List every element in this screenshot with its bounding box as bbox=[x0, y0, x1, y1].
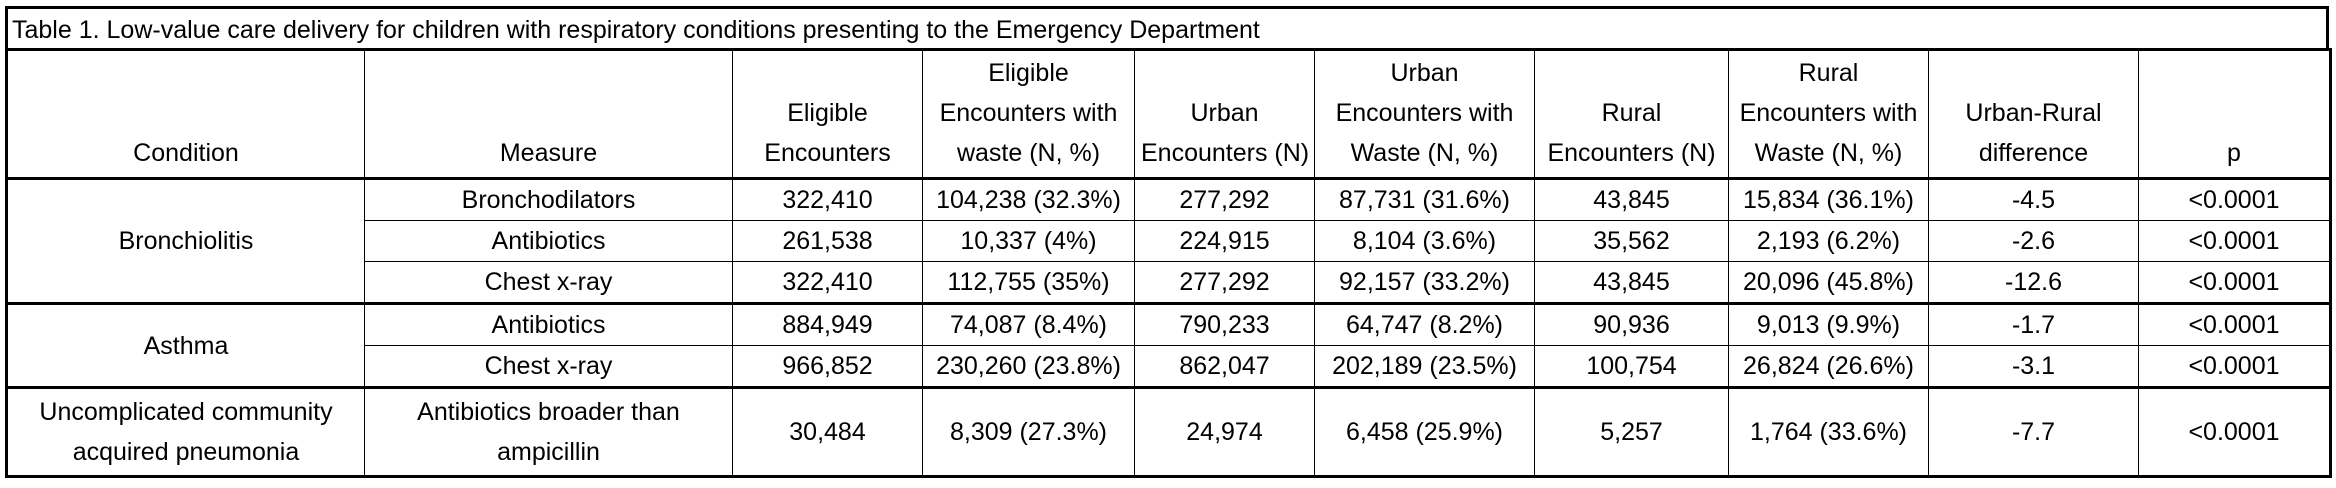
cell-eligible-waste: 10,337 (4%) bbox=[922, 220, 1135, 262]
cell-rural-waste: 9,013 (9.9%) bbox=[1728, 303, 1929, 346]
cell-urban: 862,047 bbox=[1134, 345, 1315, 389]
cell-diff: -4.5 bbox=[1928, 178, 2139, 221]
table-row: Chest x-ray 322,410 112,755 (35%) 277,292 92… bbox=[7, 261, 2331, 305]
header-line: p bbox=[2227, 139, 2241, 167]
header-line: Urban bbox=[1190, 99, 1259, 127]
cell-urban-waste: 6,458 (25.9%) bbox=[1314, 387, 1535, 478]
header-line: Rural bbox=[1601, 99, 1662, 127]
cell-eligible-waste: 104,238 (32.3%) bbox=[922, 178, 1135, 221]
table-body: Bronchiolitis Bronchodilators 322,410 104,2… bbox=[6, 178, 2331, 478]
measure-cell: Chest x-ray bbox=[364, 261, 733, 305]
header-line: Condition bbox=[133, 139, 239, 167]
cell-rural-waste: 15,834 (36.1%) bbox=[1728, 178, 1929, 221]
header-row: Condition Measure Eligible Encounters Eligib… bbox=[6, 49, 2331, 180]
header-eligible-waste: Eligible Encounters with waste (N, %) bbox=[922, 49, 1135, 180]
cell-rural-waste: 2,193 (6.2%) bbox=[1728, 220, 1929, 262]
header-rural-encounters: Rural Encounters (N) bbox=[1534, 49, 1729, 180]
condition-cell: Uncomplicated community acquired pneumon… bbox=[6, 387, 365, 478]
header-line: Eligible bbox=[787, 99, 868, 127]
table-row: Bronchiolitis Bronchodilators 322,410 104,2… bbox=[6, 178, 2331, 305]
cell-p: <0.0001 bbox=[2138, 261, 2331, 305]
header-line: Rural bbox=[1798, 59, 1859, 87]
cell-diff: -7.7 bbox=[1928, 387, 2139, 478]
header-rural-waste: Rural Encounters with Waste (N, %) bbox=[1728, 49, 1929, 180]
cell-rural: 43,845 bbox=[1534, 261, 1729, 305]
cell-p: <0.0001 bbox=[2138, 220, 2331, 262]
table-row: Chest x-ray 966,852 230,260 (23.8%) 862,047… bbox=[7, 345, 2331, 389]
table-row: Asthma Antibiotics 884,949 74,087 (8.4%) 790… bbox=[6, 303, 2331, 389]
cell-p: <0.0001 bbox=[2138, 345, 2331, 389]
cell-rural-waste: 20,096 (45.8%) bbox=[1728, 261, 1929, 305]
cell-urban: 790,233 bbox=[1134, 303, 1315, 346]
cell-diff: -12.6 bbox=[1928, 261, 2139, 305]
cell-p: <0.0001 bbox=[2138, 303, 2331, 346]
header-line: Encounters with bbox=[939, 99, 1118, 127]
measure-cell: Bronchodilators bbox=[364, 178, 733, 221]
header-line: Encounters (N) bbox=[1547, 139, 1716, 167]
cell-urban-waste: 202,189 (23.5%) bbox=[1314, 345, 1535, 389]
measure-cell: Chest x-ray bbox=[364, 345, 733, 389]
measure-cell: Antibiotics bbox=[364, 220, 733, 262]
cell-diff: -2.6 bbox=[1928, 220, 2139, 262]
cell-eligible: 322,410 bbox=[732, 261, 923, 305]
table-container: Table 1. Low-value care delivery for chi… bbox=[5, 6, 2332, 478]
cell-p: <0.0001 bbox=[2138, 178, 2331, 221]
table-caption: Table 1. Low-value care delivery for chi… bbox=[5, 6, 2329, 48]
cell-urban-waste: 87,731 (31.6%) bbox=[1314, 178, 1535, 221]
cell-urban-waste: 92,157 (33.2%) bbox=[1314, 261, 1535, 305]
cell-eligible: 261,538 bbox=[732, 220, 923, 262]
header-line: Encounters (N) bbox=[1141, 139, 1310, 167]
header-urban-waste: Urban Encounters with Waste (N, %) bbox=[1314, 49, 1535, 180]
header-line: Encounters with bbox=[1739, 99, 1918, 127]
header-line: Eligible bbox=[988, 59, 1069, 87]
header-line: difference bbox=[1978, 139, 2089, 167]
cell-diff: -1.7 bbox=[1928, 303, 2139, 346]
cell-diff: -3.1 bbox=[1928, 345, 2139, 389]
cell-rural: 35,562 bbox=[1534, 220, 1729, 262]
header-line: Measure bbox=[499, 139, 598, 167]
header-line: Encounters with bbox=[1335, 99, 1514, 127]
cell-eligible-waste: 230,260 (23.8%) bbox=[922, 345, 1135, 389]
cell-eligible-waste: 8,309 (27.3%) bbox=[922, 387, 1135, 478]
header-measure: Measure bbox=[364, 49, 733, 180]
cell-eligible-waste: 112,755 (35%) bbox=[922, 261, 1135, 305]
cell-urban: 24,974 bbox=[1134, 387, 1315, 478]
cell-rural-waste: 26,824 (26.6%) bbox=[1728, 345, 1929, 389]
cell-eligible-waste: 74,087 (8.4%) bbox=[922, 303, 1135, 346]
header-line: Waste (N, %) bbox=[1350, 139, 1499, 167]
cell-p: <0.0001 bbox=[2138, 387, 2331, 478]
measure-cell: Antibiotics bbox=[364, 303, 733, 346]
header-eligible-encounters: Eligible Encounters bbox=[732, 49, 923, 180]
cell-rural-waste: 1,764 (33.6%) bbox=[1728, 387, 1929, 478]
cell-urban-waste: 8,104 (3.6%) bbox=[1314, 220, 1535, 262]
cell-eligible: 966,852 bbox=[732, 345, 923, 389]
cell-eligible: 884,949 bbox=[732, 303, 923, 346]
cell-urban-waste: 64,747 (8.2%) bbox=[1314, 303, 1535, 346]
cell-urban: 224,915 bbox=[1134, 220, 1315, 262]
header-line: Urban bbox=[1390, 59, 1459, 87]
header-urban-rural-difference: Urban-Rural difference bbox=[1928, 49, 2139, 180]
cell-eligible: 30,484 bbox=[732, 387, 923, 478]
cell-eligible: 322,410 bbox=[732, 178, 923, 221]
table-row: Uncomplicated community acquired pneumon… bbox=[6, 387, 2331, 478]
cell-rural: 100,754 bbox=[1534, 345, 1729, 389]
header-condition: Condition bbox=[6, 49, 365, 180]
condition-cell: Asthma bbox=[6, 303, 365, 389]
header-p-value: p bbox=[2138, 49, 2331, 180]
header-urban-encounters: Urban Encounters (N) bbox=[1134, 49, 1315, 180]
data-table: Condition Measure Eligible Encounters Eligib… bbox=[5, 48, 2332, 478]
header-line: Urban-Rural bbox=[1965, 99, 2102, 127]
measure-cell: Antibiotics broader than ampicillin bbox=[364, 387, 733, 478]
cell-urban: 277,292 bbox=[1134, 178, 1315, 221]
cell-rural: 90,936 bbox=[1534, 303, 1729, 346]
header-line: waste (N, %) bbox=[956, 139, 1101, 167]
condition-cell: Bronchiolitis bbox=[6, 178, 365, 305]
header-line: Waste (N, %) bbox=[1754, 139, 1903, 167]
cell-rural: 5,257 bbox=[1534, 387, 1729, 478]
cell-rural: 43,845 bbox=[1534, 178, 1729, 221]
cell-urban: 277,292 bbox=[1134, 261, 1315, 305]
header-line: Encounters bbox=[764, 139, 891, 167]
